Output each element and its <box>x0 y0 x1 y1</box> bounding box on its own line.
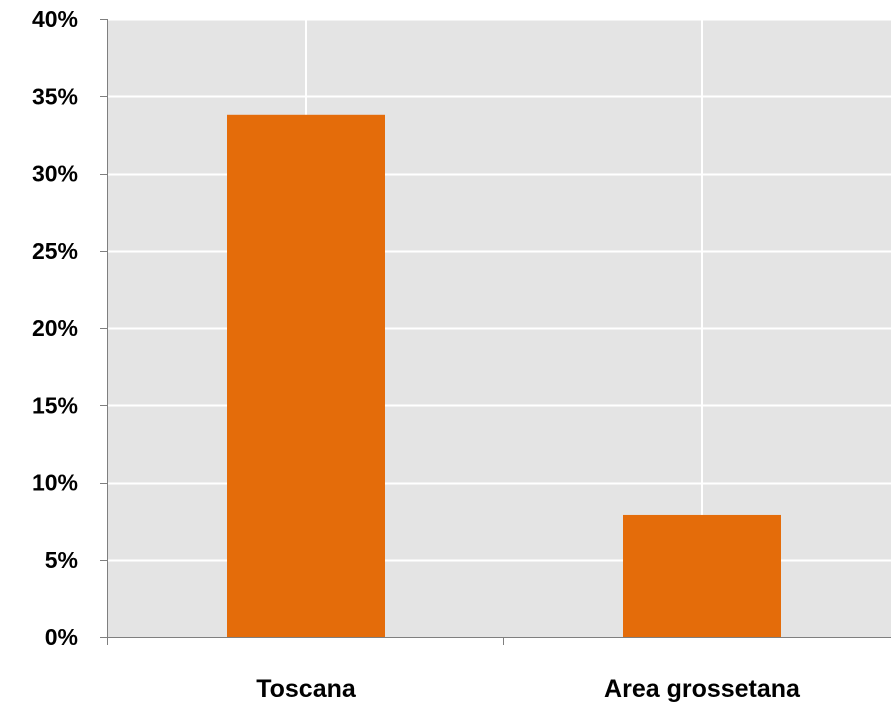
x-category-label: Area grossetana <box>604 675 801 703</box>
axes <box>100 19 891 645</box>
bar-1 <box>623 514 781 637</box>
y-tick-label: 35% <box>32 83 78 109</box>
y-tick-label: 10% <box>32 470 78 496</box>
bars <box>227 114 781 638</box>
y-tick-labels: 0% 5% 10% 15% 20% 25% 30% 35% 40% <box>32 6 78 650</box>
bar-0 <box>227 114 385 638</box>
y-tick-label: 30% <box>32 161 78 187</box>
y-tick-label: 5% <box>45 547 78 573</box>
y-tick-label: 20% <box>32 315 78 341</box>
y-tick-label: 25% <box>32 238 78 264</box>
y-tick-label: 0% <box>45 624 78 650</box>
x-category-labels: Toscana Area grossetana <box>256 675 801 703</box>
y-tick-label: 15% <box>32 392 78 418</box>
y-tick-label: 40% <box>32 6 78 32</box>
x-category-label: Toscana <box>256 675 357 703</box>
